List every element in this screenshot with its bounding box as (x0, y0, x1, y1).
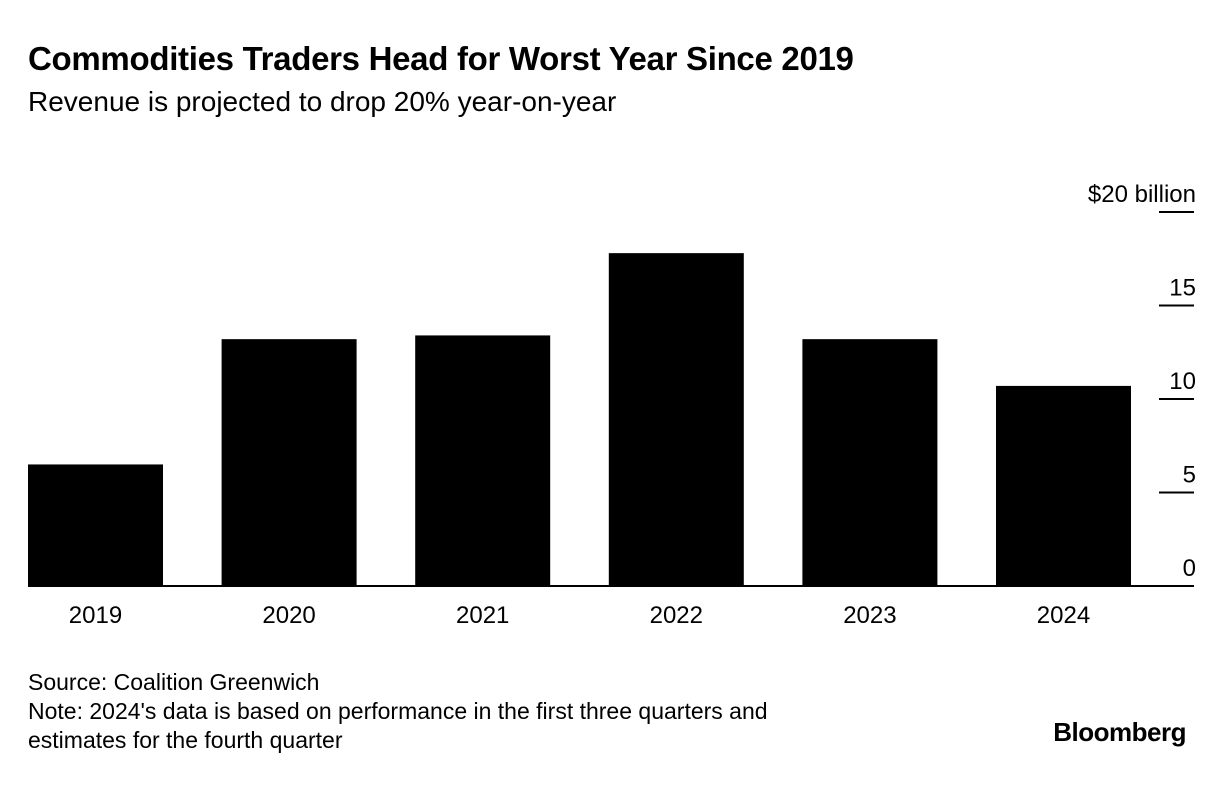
bar-2022 (608, 253, 744, 586)
bar-2023 (802, 339, 938, 586)
y-tick-label-20: $20 billion (1088, 181, 1196, 208)
x-tick-label-2024: 2024 (1037, 602, 1090, 629)
bar-2024 (996, 385, 1131, 586)
bars-group (28, 253, 1131, 586)
y-tick-label-0: 0 (1183, 555, 1196, 582)
chart-title: Commodities Traders Head for Worst Year … (28, 40, 854, 77)
y-axis: 0 5 10 15 $20 billion (1088, 181, 1196, 582)
x-tick-label-2019: 2019 (69, 602, 122, 629)
note-line-1: Note: 2024's data is based on performanc… (28, 698, 768, 724)
bar-2021 (415, 335, 551, 586)
x-tick-label-2021: 2021 (456, 602, 509, 629)
x-tick-label-2020: 2020 (262, 602, 315, 629)
chart-source-notes: Source: Coalition Greenwich Note: 2024's… (28, 668, 768, 755)
bloomberg-logo: Bloomberg (1053, 717, 1186, 747)
x-axis-labels: 2019 2020 2021 2022 2023 2024 (69, 602, 1090, 629)
note-line-2: estimates for the fourth quarter (28, 727, 343, 753)
x-tick-label-2022: 2022 (650, 602, 703, 629)
bar-2020 (221, 339, 357, 586)
bar-2019 (28, 464, 163, 586)
source-text: Source: Coalition Greenwich (28, 669, 320, 695)
x-tick-label-2023: 2023 (843, 602, 896, 629)
chart-subtitle: Revenue is projected to drop 20% year-on… (28, 86, 617, 117)
y-tick-label-5: 5 (1183, 462, 1196, 489)
y-tick-label-15: 15 (1169, 275, 1196, 302)
y-tick-label-10: 10 (1169, 368, 1196, 395)
